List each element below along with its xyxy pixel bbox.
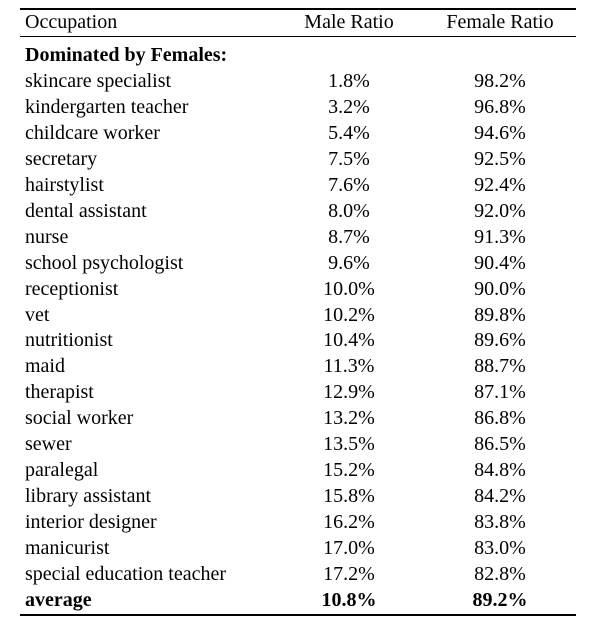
table-cell: 16.2% <box>323 511 375 534</box>
table-cell: 96.8% <box>474 95 526 118</box>
table-cell: library assistant <box>25 485 152 508</box>
table-cell: 13.2% <box>323 407 375 430</box>
table-cell: 89.8% <box>474 303 526 326</box>
table-cell: special education teacher <box>25 563 226 585</box>
header-cell: Occupation <box>25 11 118 33</box>
table-cell: 11.3% <box>323 355 375 378</box>
table-cell: 10.2% <box>323 303 375 326</box>
header-cell: Female Ratio <box>446 11 554 33</box>
table-cell: maid <box>25 355 65 378</box>
table-cell: 12.9% <box>323 381 375 404</box>
table-cell: manicurist <box>25 537 110 560</box>
average-cell: average <box>25 588 92 611</box>
table-cell: nurse <box>25 225 69 248</box>
table-cell: 91.3% <box>474 225 526 248</box>
table-cell: hairstylist <box>25 173 104 196</box>
table-cell: school psychologist <box>25 251 184 274</box>
table-cell: 17.2% <box>323 563 375 585</box>
table-cell: 98.2% <box>474 69 526 92</box>
table-cell: 13.5% <box>323 433 375 456</box>
table-cell: 7.6% <box>328 173 370 196</box>
average-cell: 89.2% <box>472 588 528 611</box>
table-cell: 17.0% <box>323 537 375 560</box>
table-cell: 8.0% <box>328 199 370 222</box>
bottom-rule <box>20 614 576 616</box>
table-cell: dental assistant <box>25 199 147 222</box>
header-rule <box>20 36 576 37</box>
table-cell: 9.6% <box>328 251 370 274</box>
table-cell: 5.4% <box>328 121 370 144</box>
top-rule <box>20 8 576 10</box>
table-cell: 86.8% <box>474 407 526 430</box>
table-cell: 92.5% <box>474 147 526 170</box>
table-cell: sewer <box>25 433 72 456</box>
table-cell: receptionist <box>25 277 119 300</box>
header-cell: Male Ratio <box>304 11 394 33</box>
table-cell: 15.8% <box>323 485 375 508</box>
table-cell: 84.8% <box>474 459 526 482</box>
table-cell: 92.4% <box>474 173 526 196</box>
table-cell: 10.0% <box>323 277 375 300</box>
table-cell: 83.8% <box>474 511 526 534</box>
table-cell: 3.2% <box>328 95 370 118</box>
table-cell: skincare specialist <box>25 69 172 92</box>
section-title: Dominated by Females: <box>25 44 228 66</box>
table-cell: therapist <box>25 381 94 404</box>
table-cell: 10.4% <box>323 329 375 352</box>
table-cell: 7.5% <box>328 147 370 170</box>
table-cell: 15.2% <box>323 459 375 482</box>
table-cell: 94.6% <box>474 121 526 144</box>
table-cell: 8.7% <box>328 225 370 248</box>
table-cell: social worker <box>25 407 134 430</box>
table-cell: 82.8% <box>474 563 526 585</box>
table-cell: secretary <box>25 147 98 170</box>
table-cell: 88.7% <box>474 355 526 378</box>
table-cell: 90.0% <box>474 277 526 300</box>
table-cell: vet <box>25 303 50 326</box>
table-cell: 86.5% <box>474 433 526 456</box>
table-cell: 1.8% <box>328 69 370 92</box>
average-cell: 10.8% <box>321 588 377 611</box>
table-cell: 87.1% <box>474 381 526 404</box>
table-cell: 84.2% <box>474 485 526 508</box>
table-cell: childcare worker <box>25 121 160 144</box>
table-cell: 83.0% <box>474 537 526 560</box>
table-cell: paralegal <box>25 459 99 482</box>
table-cell: interior designer <box>25 511 157 534</box>
table-cell: kindergarten teacher <box>25 95 189 118</box>
table-cell: 90.4% <box>474 251 526 274</box>
table-cell: nutritionist <box>25 329 113 352</box>
table-cell: 92.0% <box>474 199 526 222</box>
table-cell: 89.6% <box>474 329 526 352</box>
